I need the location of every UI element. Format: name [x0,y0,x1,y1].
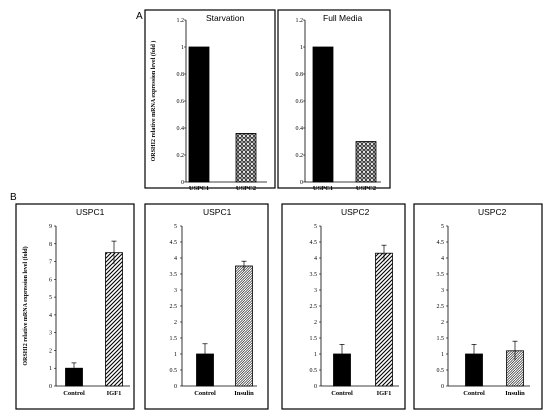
category-label: USPC1 [313,185,333,192]
bar-uspc2 [355,141,377,183]
y-tick-label: 2 [49,348,52,354]
y-tick-label: 9 [49,224,52,230]
category-label: Control [463,390,485,397]
chart-panel-2: 0 0.2 0.4 0.6 0.8 1 1.2 USPC1 USPC2 Full Media [277,9,391,192]
y-tick-label: 7 [49,260,52,266]
chart-panel-4: 0 0.5 1 1.5 2 2.5 3 3.5 4 4.5 5 Control Insulin USPC1 [144,203,269,410]
y-tick-label: 0 [300,180,303,186]
panel-label-a: A [136,11,143,22]
y-tick-label: 2 [314,320,317,326]
panel-frame [15,203,135,410]
y-tick-label: 2 [174,320,177,326]
panel-title: USPC1 [76,207,105,217]
y-tick-label: 0 [49,384,52,390]
y-tick-label: 5 [441,224,444,230]
y-tick-label: 4 [49,313,52,319]
y-tick-label: 0 [181,180,184,186]
y-tick-label: 0.5 [310,368,318,374]
y-tick-label: 1 [314,352,317,358]
panel-title: Starvation [206,13,245,23]
y-tick-label: 2.5 [437,304,445,310]
chart-panel-1: 0 0.2 0.4 0.6 0.8 1 1.2 USPC1 USPC2 Starvation ORS… [144,9,276,192]
bar-igf1 [375,252,393,387]
category-label: USPC1 [189,185,209,192]
y-tick-label: 8 [49,242,52,248]
y-tick-label: 5 [314,224,317,230]
y-tick-label: 0.4 [296,126,304,132]
y-tick-label: 0.6 [296,99,304,105]
panel-frame [413,203,543,410]
y-tick-label: 0 [314,384,317,390]
panel-frame [144,9,276,189]
y-tick-label: 4 [174,256,177,262]
bar-igf1 [105,252,123,387]
y-tick-label: 0 [174,384,177,390]
y-tick-label: 0.4 [177,126,185,132]
y-tick-label: 3 [49,331,52,337]
y-tick-label: 3.5 [170,272,178,278]
y-tick-label: 4.5 [437,240,445,246]
category-label: Control [331,390,353,397]
y-axis-label: ORSHI2 relative mRNA expression level (f… [150,41,157,162]
y-tick-label: 0.5 [170,368,178,374]
y-tick-label: 1 [300,45,303,51]
category-label: IGF1 [377,390,392,397]
chart-panel-6: 0 0.5 1 1.5 2 2.5 3 3.5 4 4.5 5 Control Insulin USPC2 [413,203,543,410]
bar-insulin [235,265,253,387]
y-tick-label: 1 [49,366,52,372]
bar-uspc1 [188,46,210,183]
bar-uspc1 [312,46,334,183]
y-tick-label: 0.8 [296,72,304,78]
panel-title: USPC2 [341,207,370,217]
panel-title: USPC2 [478,207,507,217]
category-label: Control [63,390,85,397]
y-tick-label: 3.5 [437,272,445,278]
y-tick-label: 1 [174,352,177,358]
y-tick-label: 1 [441,352,444,358]
category-label: Insulin [234,390,254,397]
y-tick-label: 1.5 [437,336,445,342]
y-tick-label: 0.5 [437,368,445,374]
y-tick-label: 0 [441,384,444,390]
bar-uspc2 [235,132,257,183]
y-tick-label: 6 [49,277,52,283]
category-label: Control [194,390,216,397]
category-label: USPC2 [236,185,256,192]
y-tick-label: 2.5 [310,304,318,310]
y-tick-label: 4.5 [310,240,318,246]
category-label: USPC2 [356,185,376,192]
panel-title: Full Media [323,13,362,23]
y-tick-label: 4 [441,256,444,262]
y-tick-label: 3 [174,288,177,294]
panel-label-b: B [10,192,17,203]
y-tick-label: 1.5 [310,336,318,342]
y-tick-label: 2.5 [170,304,178,310]
category-label: Insulin [505,390,525,397]
chart-panel-5: 0 0.5 1 1.5 2 2.5 3 3.5 4 4.5 5 Control IGF1 USPC2 [281,203,406,410]
y-axis-label: ORSHI2 relative mRNA expression level (f… [22,246,29,365]
panel-frame [144,203,269,410]
chart-panel-3: 0 1 2 3 4 5 6 7 8 9 Control IGF1 USPC1 ORSHI2 relativ… [15,203,135,410]
y-tick-label: 4.5 [170,240,178,246]
panel-frame [277,9,391,189]
category-label: IGF1 [107,390,122,397]
y-tick-label: 3.5 [310,272,318,278]
y-tick-label: 1.5 [170,336,178,342]
y-tick-label: 2 [441,320,444,326]
y-tick-label: 1.2 [177,18,185,24]
y-tick-label: 4 [314,256,317,262]
y-tick-label: 5 [174,224,177,230]
panel-frame [281,203,406,410]
y-tick-label: 1.2 [296,18,304,24]
panel-title: USPC1 [203,207,232,217]
y-tick-label: 0.2 [177,153,185,159]
y-tick-label: 0.2 [296,153,304,159]
y-tick-label: 0.8 [177,72,185,78]
y-tick-label: 3 [314,288,317,294]
y-tick-label: 1 [181,45,184,51]
y-tick-label: 0.6 [177,99,185,105]
y-tick-label: 3 [441,288,444,294]
y-tick-label: 5 [49,295,52,301]
